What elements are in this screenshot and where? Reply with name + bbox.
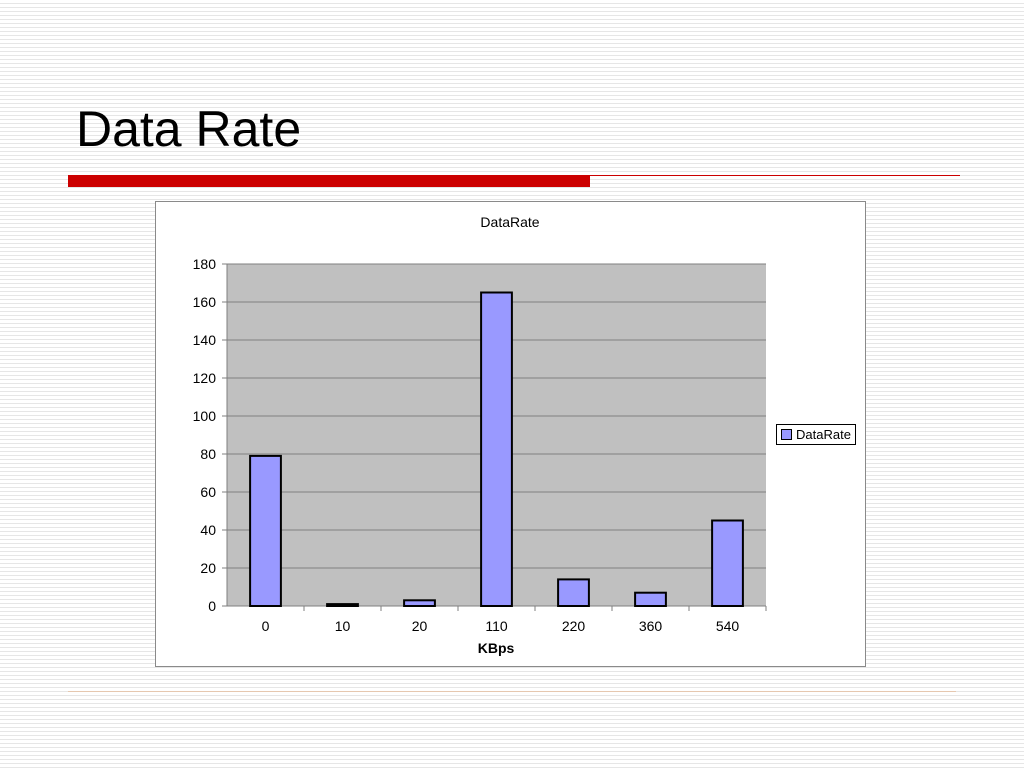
- chart-frame: DataRate 0 20 40 60 80 100 120 140 160 180 0 10 20 1…: [155, 201, 866, 667]
- x-tick-label: 360: [639, 618, 663, 634]
- y-tick-label: 140: [193, 332, 217, 348]
- bar-20: [403, 599, 436, 607]
- legend-label: DataRate: [796, 427, 851, 442]
- bar-360: [634, 591, 667, 608]
- y-tick-label: 160: [193, 294, 217, 310]
- x-tick-label: 220: [562, 618, 586, 634]
- title-underline-thin: [590, 175, 960, 176]
- title-underline-thick: [68, 175, 590, 187]
- bar-10: [326, 603, 359, 608]
- footer-divider: [68, 691, 956, 692]
- y-tick-label: 60: [200, 484, 216, 500]
- bar-110: [480, 291, 513, 607]
- x-tick-label: 20: [412, 618, 428, 634]
- y-tick-label: 40: [200, 522, 216, 538]
- legend-swatch: [781, 429, 792, 440]
- y-tick-label: 80: [200, 446, 216, 462]
- y-tick-label: 0: [208, 598, 216, 614]
- bars: [249, 291, 744, 608]
- x-axis-label: KBps: [478, 640, 515, 656]
- x-tick-label: 0: [262, 618, 270, 634]
- y-tick-label: 120: [193, 370, 217, 386]
- x-tick-label: 110: [485, 618, 508, 634]
- y-axis-ticks: 0 20 40 60 80 100 120 140 160 180: [193, 256, 217, 614]
- x-tick-label: 10: [335, 618, 351, 634]
- chart-title: DataRate: [480, 214, 539, 230]
- y-tick-label: 180: [193, 256, 217, 272]
- y-tick-label: 20: [200, 560, 216, 576]
- x-axis-ticks: 0 10 20 110 220 360 540: [262, 618, 740, 634]
- y-tick-label: 100: [193, 408, 217, 424]
- bar-chart: DataRate 0 20 40 60 80 100 120 140 160 180 0 10 20 1…: [193, 214, 767, 656]
- slide-title: Data Rate: [76, 101, 302, 157]
- bar-0: [249, 454, 282, 607]
- x-tick-label: 540: [716, 618, 740, 634]
- bar-540: [711, 519, 744, 607]
- chart-legend: DataRate: [776, 424, 856, 445]
- bar-220: [557, 578, 590, 607]
